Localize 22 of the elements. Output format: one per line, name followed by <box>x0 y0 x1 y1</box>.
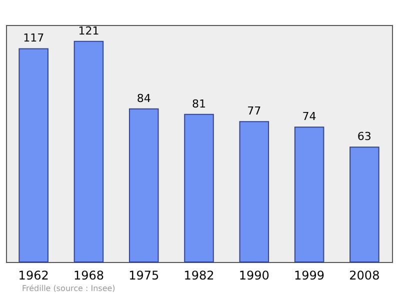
data-label: 117 <box>23 32 44 45</box>
bar <box>184 114 214 262</box>
bar <box>239 121 270 262</box>
x-tick-label: 1968 <box>73 268 104 282</box>
bar <box>18 48 48 262</box>
x-tick-label: 1999 <box>294 268 325 282</box>
data-label: 77 <box>247 104 262 118</box>
data-label: 74 <box>302 110 316 124</box>
text: Frédille (source : Insee) <box>22 284 116 293</box>
bar <box>74 40 104 262</box>
x-tick-label: 1975 <box>128 268 160 282</box>
data-label: 121 <box>78 24 100 38</box>
bar <box>294 126 324 262</box>
bar <box>128 108 159 262</box>
data-label: 81 <box>192 97 206 110</box>
bar <box>350 146 380 262</box>
x-tick-label: 1990 <box>238 268 270 282</box>
data-label: 84 <box>136 92 151 105</box>
data-label: 63 <box>357 130 372 144</box>
x-tick-label: 1982 <box>184 268 214 282</box>
x-tick-label: 2008 <box>349 268 380 282</box>
x-tick-label: 1962 <box>18 268 49 282</box>
